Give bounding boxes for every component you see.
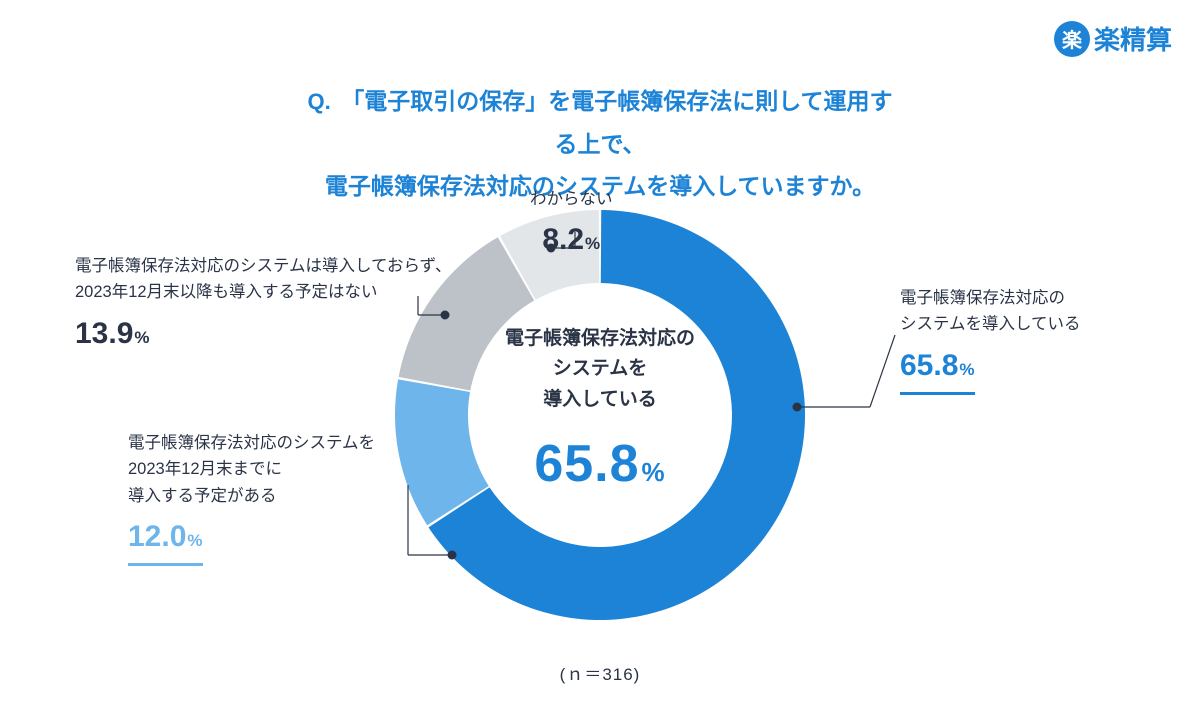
chart-center-label: 電子帳簿保存法対応の システムを 導入している 65.8% <box>505 324 695 506</box>
label-unknown: わからない 8.2% <box>530 186 613 264</box>
label-percentage: 65.8% <box>900 342 975 395</box>
center-line-3: 導入している <box>505 385 695 415</box>
label-percentage: 13.9% <box>75 310 452 358</box>
logo-text: 楽精算 <box>1094 20 1172 57</box>
label-text: わからない <box>530 186 613 212</box>
label-text: システムを導入している <box>900 311 1081 337</box>
label-percentage: 12.0% <box>128 513 203 566</box>
label-text: 電子帳簿保存法対応のシステムを <box>128 430 375 456</box>
center-percentage-unit: % <box>642 457 666 487</box>
center-line-1: 電子帳簿保存法対応の <box>505 324 695 354</box>
label-percentage: 8.2% <box>530 216 613 264</box>
question-prefix: Q. <box>308 89 331 114</box>
center-percentage-value: 65.8 <box>534 435 639 493</box>
label-text: 電子帳簿保存法対応のシステムは導入しておらず、 <box>75 253 452 279</box>
label-text: 電子帳簿保存法対応の <box>900 285 1081 311</box>
sample-size: (ｎ＝316) <box>560 660 641 685</box>
label-no_plan: 電子帳簿保存法対応のシステムは導入しておらず、2023年12月末以降も導入する予… <box>75 253 452 358</box>
logo-badge: 楽 <box>1054 21 1090 57</box>
leader-segment <box>870 335 895 407</box>
label-text: 導入する予定がある <box>128 483 375 509</box>
center-percentage: 65.8% <box>505 423 695 506</box>
label-text: 2023年12月末までに <box>128 456 375 482</box>
label-text: 2023年12月末以降も導入する予定はない <box>75 279 452 305</box>
brand-logo: 楽 楽精算 <box>1054 20 1172 57</box>
label-adopted: 電子帳簿保存法対応のシステムを導入している 65.8% <box>900 285 1081 395</box>
label-plan_by_2023: 電子帳簿保存法対応のシステムを2023年12月末までに導入する予定がある 12.0… <box>128 430 375 566</box>
question-line-1: 「電子取引の保存」を電子帳簿保存法に則して運用する上で、 <box>341 88 892 157</box>
center-line-2: システムを <box>505 354 695 384</box>
